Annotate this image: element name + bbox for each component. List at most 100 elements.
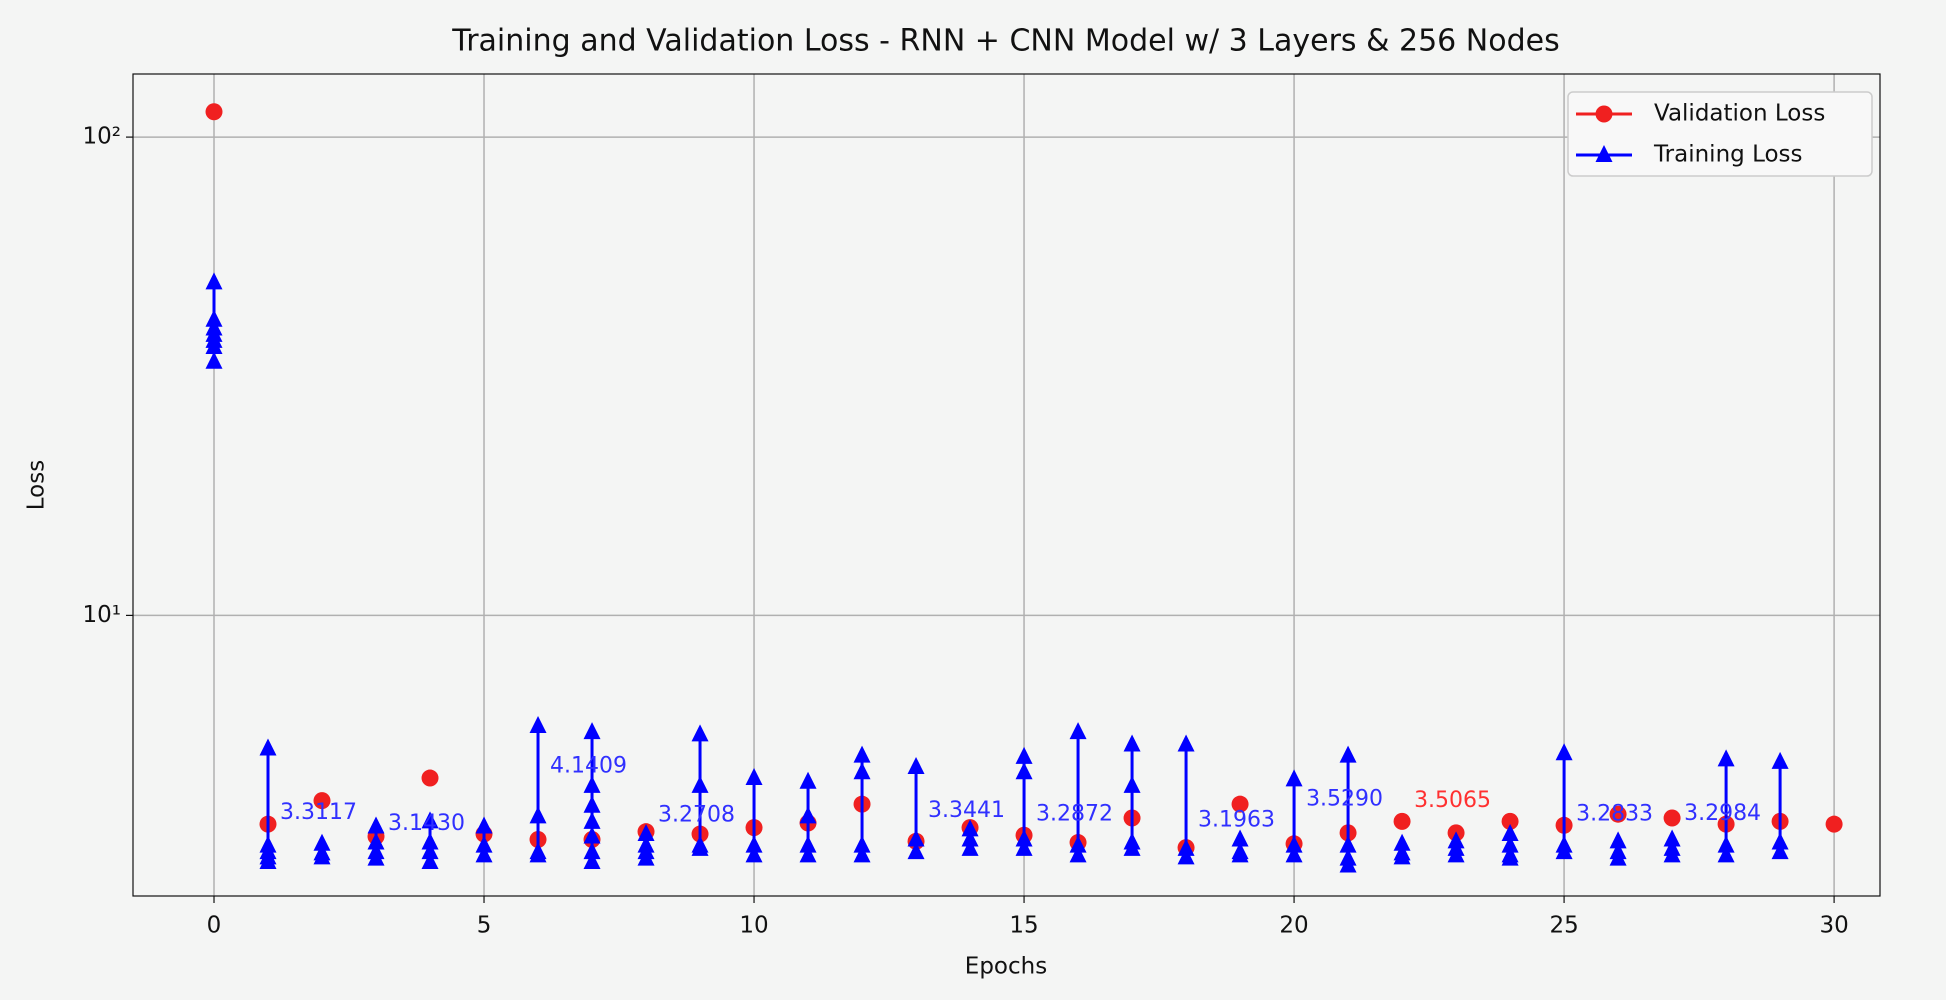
data-point: [961, 819, 979, 837]
chart-title: Training and Validation Loss - RNN + CNN…: [451, 24, 1559, 59]
data-point: [1231, 829, 1249, 847]
data-point: [907, 842, 925, 860]
data-point: [583, 842, 601, 860]
data-point: [205, 272, 223, 290]
legend-marker: [1595, 105, 1613, 123]
y-tick-label: 10²: [83, 124, 122, 150]
x-tick-label: 0: [207, 913, 222, 939]
data-point: [1177, 734, 1195, 752]
data-point: [799, 835, 817, 853]
data-point: [1123, 838, 1141, 856]
data-point: [421, 769, 439, 787]
data-point: [1555, 842, 1573, 860]
data-point: [205, 351, 223, 369]
data-point: [1285, 769, 1303, 787]
data-point: [313, 833, 331, 851]
data-point: [907, 756, 925, 774]
x-axis-label: Epochs: [965, 954, 1047, 980]
data-point: [1285, 835, 1303, 853]
data-point: [1069, 835, 1087, 853]
data-point: [1123, 775, 1141, 793]
data-point: [691, 775, 709, 793]
data-point: [1717, 835, 1735, 853]
x-tick-label: 20: [1279, 913, 1308, 939]
data-point: [583, 722, 601, 740]
data-point: [1609, 831, 1627, 849]
data-point: [1231, 795, 1249, 813]
data-point: [1393, 847, 1411, 865]
data-point: [1393, 833, 1411, 851]
data-point: [367, 816, 385, 834]
data-point: [1447, 845, 1465, 863]
data-point: [529, 716, 547, 734]
data-point: [1663, 809, 1681, 827]
data-point: [1069, 845, 1087, 863]
data-point: [1231, 845, 1249, 863]
data-point: [961, 829, 979, 847]
data-point: [745, 845, 763, 863]
data-point: [1609, 805, 1627, 823]
data-point: [1123, 734, 1141, 752]
data-point: [1339, 835, 1357, 853]
data-point: [421, 842, 439, 860]
data-point: [1285, 845, 1303, 863]
annotation: 3.5290: [1306, 787, 1383, 812]
annotation: 3.2833: [1576, 802, 1653, 827]
data-point: [637, 848, 655, 866]
data-point: [259, 738, 277, 756]
data-point: [475, 816, 493, 834]
data-point: [1015, 746, 1033, 764]
annotation: 3.2984: [1684, 801, 1761, 826]
data-point: [475, 845, 493, 863]
data-point: [799, 806, 817, 824]
data-point: [1069, 722, 1087, 740]
data-point: [745, 768, 763, 786]
data-point: [583, 811, 601, 829]
legend-label: Training Loss: [1653, 142, 1803, 168]
x-tick-label: 25: [1549, 913, 1578, 939]
data-point: [1717, 845, 1735, 863]
x-tick-label: 5: [477, 913, 492, 939]
data-point: [205, 309, 223, 327]
annotation: 3.3117: [280, 800, 357, 825]
data-point: [1501, 835, 1519, 853]
data-point: [1501, 824, 1519, 842]
data-point: [853, 845, 871, 863]
data-point: [799, 845, 817, 863]
x-tick-label: 30: [1819, 913, 1848, 939]
data-point: [1501, 812, 1519, 830]
data-point: [1339, 855, 1357, 873]
data-point: [529, 806, 547, 824]
data-point: [313, 847, 331, 865]
data-point: [205, 103, 223, 121]
data-point: [961, 838, 979, 856]
data-point: [583, 795, 601, 813]
data-point: [691, 838, 709, 856]
data-point: [475, 835, 493, 853]
data-point: [853, 835, 871, 853]
x-tick-label: 10: [739, 913, 768, 939]
data-point: [205, 337, 223, 355]
plot-area: [133, 74, 1880, 896]
legend-box: [1567, 91, 1873, 177]
legend-marker: [1595, 145, 1613, 162]
data-point: [1015, 838, 1033, 856]
data-point: [745, 835, 763, 853]
data-point: [637, 824, 655, 842]
legend-label: Validation Loss: [1654, 101, 1825, 127]
data-point: [1015, 762, 1033, 780]
data-point: [1555, 743, 1573, 761]
data-point: [1393, 812, 1411, 830]
data-point: [1663, 845, 1681, 863]
data-point: [529, 845, 547, 863]
axes-frame: [132, 73, 1881, 897]
data-point: [421, 811, 439, 829]
annotation: 3.2708: [658, 803, 735, 828]
y-axis-label: Loss: [24, 460, 50, 510]
data-point: [1663, 829, 1681, 847]
data-point: [1771, 751, 1789, 769]
data-point: [583, 826, 601, 844]
data-point: [1339, 745, 1357, 763]
data-point: [1501, 848, 1519, 866]
data-point: [259, 852, 277, 870]
